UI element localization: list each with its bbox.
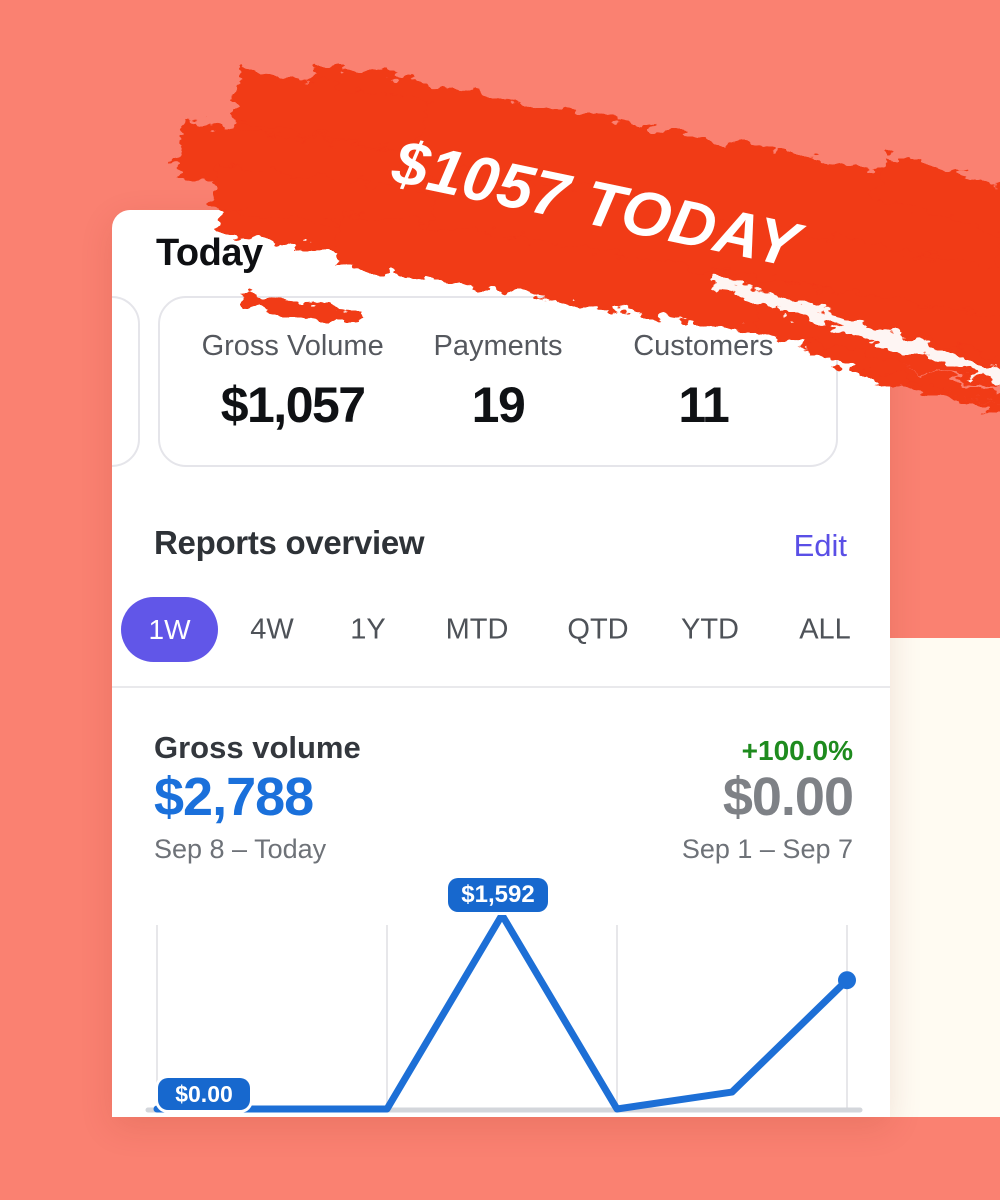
chart-endpoint-dot bbox=[838, 971, 856, 990]
tab-4w[interactable]: 4W bbox=[250, 613, 294, 645]
gross-volume-title: Gross volume bbox=[154, 730, 361, 765]
today-section-title: Today bbox=[156, 232, 263, 274]
stat-value: 11 bbox=[678, 376, 729, 433]
stat-label: Customers bbox=[633, 329, 774, 362]
stat-value: $1,057 bbox=[220, 376, 366, 433]
tab-1y[interactable]: 1Y bbox=[350, 613, 386, 645]
right-side-light-strip bbox=[890, 638, 1000, 1117]
section-divider bbox=[112, 686, 890, 688]
chart-zero-value-label: $0.00 bbox=[158, 1078, 250, 1110]
tab-all[interactable]: ALL bbox=[799, 613, 851, 645]
previous-period-label: Sep 1 – Sep 7 bbox=[681, 834, 853, 864]
stat-customers: Customers 11 bbox=[601, 330, 806, 434]
tab-ytd[interactable]: YTD bbox=[681, 613, 739, 645]
gross-volume-current-value: $2,788 bbox=[154, 767, 314, 827]
edit-reports-link[interactable]: Edit bbox=[793, 528, 847, 563]
stat-label: Gross Volume bbox=[201, 329, 384, 362]
current-period-label: Sep 8 – Today bbox=[154, 834, 327, 864]
stat-gross-volume: Gross Volume $1,057 bbox=[190, 330, 395, 434]
period-tabs: 1W 4W 1Y MTD QTD YTD ALL bbox=[112, 597, 890, 662]
percent-change-badge: +100.0% bbox=[741, 735, 853, 766]
stat-payments: Payments 19 bbox=[395, 330, 600, 434]
stat-label: Payments bbox=[433, 329, 563, 362]
tab-1w-selected[interactable]: 1W bbox=[121, 597, 218, 662]
reports-overview-title: Reports overview bbox=[154, 524, 425, 561]
today-stats-card: Gross Volume $1,057 Payments 19 Customer… bbox=[158, 296, 838, 467]
stat-value: 19 bbox=[471, 376, 526, 433]
gross-volume-line-chart bbox=[145, 911, 863, 1113]
tab-mtd[interactable]: MTD bbox=[445, 613, 509, 645]
gross-volume-previous-value: $0.00 bbox=[722, 767, 854, 827]
dashboard-panel: Today Gross Volume $1,057 Payments 19 Cu… bbox=[112, 210, 890, 1117]
tab-qtd[interactable]: QTD bbox=[567, 613, 629, 645]
stats-card-peek[interactable] bbox=[112, 296, 140, 467]
chart-peak-value-label: $1,592 bbox=[448, 878, 548, 912]
chart-series-line bbox=[153, 911, 851, 1113]
